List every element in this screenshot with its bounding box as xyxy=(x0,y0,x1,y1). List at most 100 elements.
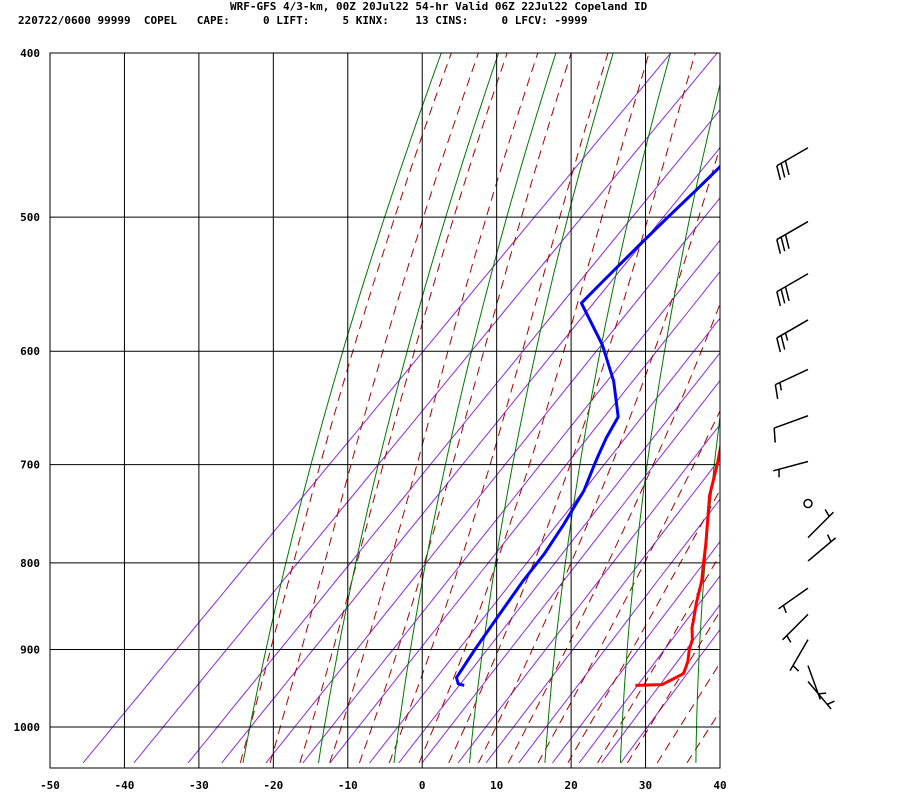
wind-barb xyxy=(807,681,835,710)
moist-adiabat xyxy=(567,489,720,764)
wind-barb xyxy=(773,460,809,478)
barb-shaft xyxy=(776,220,809,241)
x-tick-label: 30 xyxy=(639,779,652,792)
wind-barb xyxy=(778,587,809,614)
sounding-traces xyxy=(455,164,720,687)
barb-flag xyxy=(776,291,782,307)
barb-shaft xyxy=(807,681,832,710)
y-tick-label: 400 xyxy=(20,47,40,60)
dry-adiabat xyxy=(318,53,500,763)
barb-half-flag xyxy=(826,534,832,543)
mixing-ratio-line xyxy=(485,457,720,764)
barb-half-flag xyxy=(818,692,827,695)
barb-half-flag xyxy=(786,635,792,643)
indices-line: 220722/0600 99999 COPEL CAPE: 0 LIFT: 5 … xyxy=(18,14,588,27)
barb-shaft xyxy=(776,319,809,339)
barb-half-flag xyxy=(792,665,800,672)
moist-adiabat xyxy=(239,53,452,764)
barb-shaft xyxy=(782,613,809,641)
dry-adiabat xyxy=(619,82,720,763)
x-tick-label: -20 xyxy=(263,779,283,792)
wind-barbs xyxy=(773,147,837,710)
dry-adiabat xyxy=(393,53,557,763)
moist-adiabat xyxy=(626,610,720,764)
y-tick-label: 500 xyxy=(20,211,40,224)
x-tick-label: 10 xyxy=(490,779,503,792)
dewpoint-trace xyxy=(455,164,720,687)
wind-barb xyxy=(782,613,809,643)
wind-barb xyxy=(807,665,827,700)
mixing-ratio-line xyxy=(369,317,720,764)
mixing-ratio-line xyxy=(221,146,720,764)
mixing-ratio-line xyxy=(578,575,720,764)
wind-barb xyxy=(776,147,809,181)
moist-adiabat xyxy=(656,662,720,764)
mixing-ratio-line xyxy=(457,423,720,764)
wind-barb xyxy=(774,368,809,400)
barb-flag xyxy=(780,236,786,252)
barb-half-flag xyxy=(779,382,783,391)
mixing-ratio-line xyxy=(601,603,720,764)
barb-flag xyxy=(784,160,790,176)
dry-adiabat xyxy=(771,15,850,763)
barb-flag xyxy=(780,289,786,304)
y-tick-label: 800 xyxy=(20,557,40,570)
dry-adiabat xyxy=(695,412,720,763)
barb-flag xyxy=(773,428,776,443)
barb-flag xyxy=(774,384,779,400)
y-tick-label: 700 xyxy=(20,459,40,472)
wind-barb xyxy=(776,319,809,353)
barb-half-flag xyxy=(782,605,787,614)
barb-shaft xyxy=(776,273,809,293)
mixing-ratio-line xyxy=(620,628,720,764)
mixing-ratio-line xyxy=(187,109,720,764)
barb-flag xyxy=(784,286,790,302)
moist-adiabat xyxy=(597,553,720,764)
wind-barb xyxy=(807,534,837,562)
x-tick-label: -10 xyxy=(338,779,358,792)
barb-flag xyxy=(780,163,786,178)
x-tick-label: 20 xyxy=(564,779,577,792)
wind-barb xyxy=(803,498,813,509)
wind-barb xyxy=(776,220,809,254)
wind-barb xyxy=(776,273,809,307)
moist-adiabat xyxy=(478,145,720,764)
wind-barb xyxy=(773,415,809,443)
plot-frame xyxy=(49,52,721,769)
barb-flag xyxy=(776,337,782,353)
mixing-ratio-lines xyxy=(82,53,720,764)
dry-adiabats xyxy=(242,15,900,763)
barb-flag xyxy=(776,239,782,254)
mixing-ratio-line xyxy=(82,53,672,764)
mixing-ratio-line xyxy=(329,270,720,764)
temperature-axis: -50 -40 -30 -20 -10 0 10 20 30 40 xyxy=(40,779,727,792)
barb-shaft xyxy=(775,368,809,386)
mixing-ratio-line xyxy=(421,379,720,764)
barb-flag xyxy=(780,335,786,350)
moist-adiabat xyxy=(537,409,720,764)
moist-adiabat xyxy=(299,53,508,764)
x-tick-label: 40 xyxy=(713,779,726,792)
moist-adiabat xyxy=(269,53,479,764)
wind-barb xyxy=(789,639,809,672)
wind-barb xyxy=(807,509,834,539)
barb-flag xyxy=(776,165,782,181)
y-tick-label: 1000 xyxy=(14,721,41,734)
pressure-axis: 400 500 600 700 800 900 1000 xyxy=(14,47,41,734)
moist-adiabat xyxy=(448,53,696,764)
mixing-ratio-line xyxy=(302,239,720,764)
x-tick-label: -40 xyxy=(115,779,135,792)
mixing-ratio-line xyxy=(265,197,720,764)
x-tick-label: -50 xyxy=(40,779,60,792)
moist-adiabat xyxy=(507,302,720,764)
moist-adiabat xyxy=(358,53,572,764)
barb-shaft xyxy=(807,511,834,539)
barb-flag xyxy=(784,234,790,249)
dry-adiabat xyxy=(844,15,900,763)
barb-shaft xyxy=(776,147,809,167)
barb-half-flag xyxy=(824,509,830,517)
y-tick-label: 600 xyxy=(20,345,40,358)
mixing-ratio-line xyxy=(398,352,720,764)
moist-adiabats xyxy=(239,53,720,764)
